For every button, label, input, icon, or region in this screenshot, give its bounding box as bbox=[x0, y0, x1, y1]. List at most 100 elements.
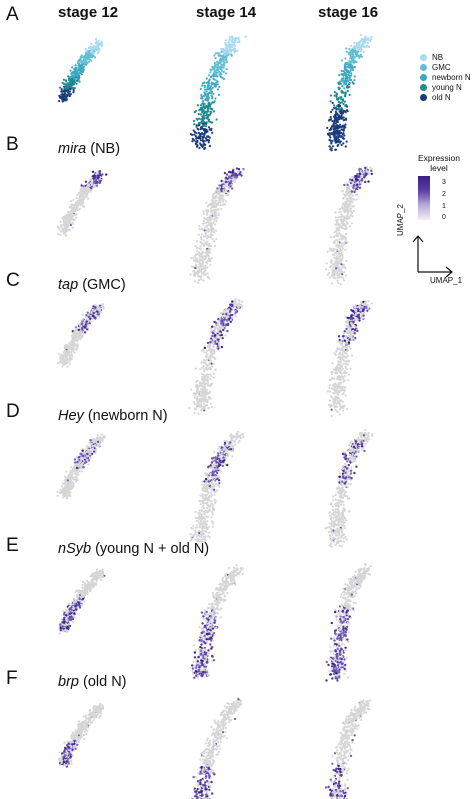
cell-point bbox=[65, 97, 68, 100]
cell-point bbox=[231, 450, 234, 453]
cell-point bbox=[72, 332, 75, 335]
cell-point bbox=[77, 328, 80, 332]
cell-point bbox=[344, 72, 347, 75]
cell-point bbox=[360, 314, 363, 317]
cell-point bbox=[201, 250, 204, 253]
cell-point bbox=[76, 478, 79, 482]
cell-point bbox=[82, 190, 86, 193]
cell-point bbox=[60, 485, 63, 488]
cell-point bbox=[228, 181, 232, 184]
cell-point bbox=[344, 237, 347, 241]
cell-point bbox=[205, 388, 208, 391]
cell-point bbox=[65, 346, 68, 349]
cell-point bbox=[335, 350, 338, 353]
cell-point bbox=[193, 280, 196, 283]
cell-point bbox=[349, 192, 352, 196]
cell-point bbox=[211, 230, 214, 233]
cell-point bbox=[206, 110, 210, 113]
cell-point bbox=[339, 233, 342, 236]
cell-point bbox=[214, 326, 217, 330]
cell-point bbox=[352, 68, 355, 72]
cell-point bbox=[348, 200, 351, 203]
cell-point bbox=[94, 56, 97, 59]
cell-point bbox=[336, 274, 339, 277]
cell-point bbox=[199, 262, 202, 266]
cell-point bbox=[102, 303, 105, 306]
cell-point bbox=[337, 340, 340, 343]
cell-point bbox=[206, 205, 209, 208]
cell-point bbox=[360, 301, 363, 304]
cell-point bbox=[233, 313, 236, 316]
cell-point bbox=[340, 110, 343, 113]
cell-point bbox=[205, 249, 208, 252]
cell-point bbox=[78, 470, 81, 473]
cell-point bbox=[198, 136, 201, 139]
cell-point bbox=[195, 246, 198, 249]
cell-point bbox=[195, 383, 198, 386]
cell-point bbox=[351, 181, 354, 184]
cell-point bbox=[218, 336, 221, 339]
cell-point bbox=[218, 344, 221, 347]
cell-point bbox=[337, 266, 340, 269]
cell-point bbox=[203, 105, 206, 108]
cell-point bbox=[68, 94, 71, 98]
cell-point bbox=[196, 127, 199, 130]
cell-point bbox=[200, 233, 203, 236]
cell-point bbox=[338, 130, 341, 133]
cell-point bbox=[62, 78, 65, 81]
cell-point bbox=[199, 258, 203, 262]
cell-point bbox=[353, 66, 356, 69]
cell-point bbox=[341, 385, 345, 388]
cell-point bbox=[216, 83, 219, 86]
cell-point bbox=[224, 50, 227, 53]
cell-point bbox=[340, 266, 343, 269]
cell-point bbox=[348, 331, 351, 334]
cell-point bbox=[219, 330, 222, 333]
cell-point bbox=[86, 183, 89, 186]
cell-point bbox=[209, 384, 212, 387]
cell-point bbox=[75, 327, 78, 330]
cell-point bbox=[213, 240, 216, 243]
cell-point bbox=[81, 454, 85, 458]
cell-point bbox=[218, 85, 221, 88]
cell-point bbox=[342, 332, 345, 335]
cell-point bbox=[223, 202, 226, 205]
cell-point bbox=[344, 315, 347, 318]
cell-point bbox=[339, 210, 342, 213]
cell-point bbox=[236, 170, 239, 173]
cell-point bbox=[232, 41, 235, 44]
cell-point bbox=[365, 38, 368, 41]
cell-point bbox=[211, 95, 214, 98]
cell-point bbox=[337, 272, 341, 275]
cell-point bbox=[355, 198, 358, 201]
cell-point bbox=[199, 133, 202, 136]
cell-point bbox=[212, 213, 215, 216]
cell-point bbox=[348, 47, 351, 51]
cell-point bbox=[227, 50, 230, 53]
cell-point bbox=[215, 340, 218, 344]
cell-point bbox=[345, 214, 348, 217]
cell-point bbox=[204, 261, 208, 264]
cell-point bbox=[216, 187, 219, 190]
cell-point bbox=[340, 98, 343, 101]
cell-point bbox=[334, 239, 337, 242]
cell-point bbox=[336, 366, 339, 369]
cell-point bbox=[369, 40, 372, 43]
cell-point bbox=[352, 82, 355, 85]
cell-point bbox=[356, 318, 359, 321]
cell-point bbox=[350, 212, 353, 215]
cell-point bbox=[206, 99, 209, 102]
cell-point bbox=[87, 50, 90, 53]
cell-point bbox=[365, 170, 368, 173]
cell-point bbox=[330, 274, 333, 277]
cell-point bbox=[219, 51, 222, 54]
cell-point bbox=[348, 76, 351, 79]
cell-point bbox=[199, 128, 202, 131]
cell-point bbox=[360, 44, 363, 48]
cell-point bbox=[209, 344, 212, 347]
cell-point bbox=[346, 330, 349, 333]
cell-point bbox=[361, 42, 365, 45]
cell-point bbox=[75, 456, 78, 459]
cell-point bbox=[212, 376, 215, 379]
cell-point bbox=[339, 207, 342, 211]
